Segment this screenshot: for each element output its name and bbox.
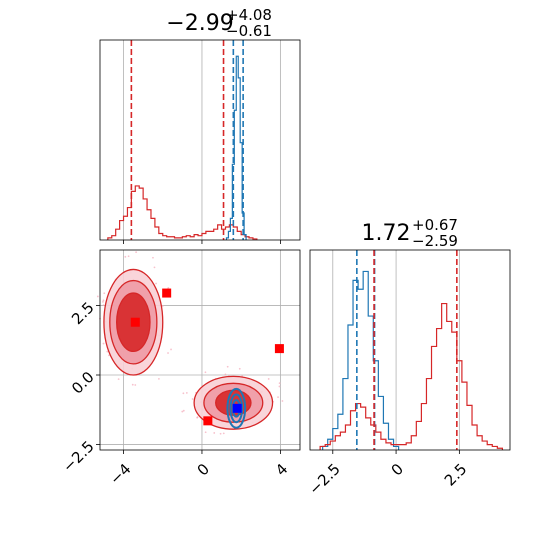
scatter-sample-point — [224, 373, 227, 376]
scatter-sample-point — [185, 392, 188, 394]
hist-x-frame — [99, 39, 301, 241]
hist-y-tick-label-x: 0 — [388, 460, 407, 479]
scatter-sample-point — [181, 410, 184, 413]
point-marker — [232, 403, 242, 413]
hist-y-series-1 — [319, 302, 504, 450]
title-x-minus: −0.61 — [226, 22, 272, 40]
hist-y-series-0 — [322, 270, 400, 450]
scatter-sample-point — [222, 432, 225, 435]
scatter-sample-point — [191, 398, 194, 400]
scatter-sample-point — [131, 383, 134, 386]
scatter-tick-label-x: 0 — [194, 460, 213, 479]
title-y-value: 1.72 — [362, 221, 411, 246]
scatter-sample-point — [278, 385, 281, 388]
scatter-sample-point — [127, 255, 130, 258]
scatter-sample-point — [117, 378, 120, 381]
scatter-sample-point — [167, 352, 169, 354]
scatter-sample-point — [152, 256, 154, 259]
scatter-sample-point — [103, 292, 106, 295]
point-marker — [203, 416, 213, 426]
title-x-value: −2.99 — [166, 11, 233, 36]
scatter-sample-point — [161, 305, 164, 307]
contour-level — [229, 393, 244, 424]
scatter-sample-point — [153, 266, 156, 269]
scatter-tick-label-y: 2.5 — [68, 298, 98, 328]
title-y-minus: −2.59 — [412, 232, 458, 250]
scatter-sample-point — [226, 365, 229, 368]
panel-hist-x: −2.99 +4.08 −0.61 — [99, 6, 301, 244]
scatter-sample-point — [281, 400, 284, 402]
hist-y-tick-label-x: −2.5 — [305, 460, 343, 498]
hist-y-tick-label-x: 2.5 — [441, 460, 471, 490]
scatter-tick-label-x: −4 — [106, 460, 134, 488]
scatter-sample-point — [238, 367, 241, 370]
scatter-sample-point — [182, 392, 185, 395]
panel-hist-y: 1.72 +0.67 −2.59 −2.5 0 2.5 — [305, 216, 511, 498]
scatter-sample-point — [106, 350, 109, 353]
point-marker — [162, 288, 172, 298]
scatter-sample-point — [213, 432, 216, 434]
title-x: −2.99 — [166, 11, 233, 36]
title-y-plus: +0.67 — [412, 216, 458, 234]
scatter-sample-point — [135, 251, 138, 254]
scatter-sample-point — [278, 382, 281, 385]
scatter-sample-point — [155, 282, 157, 285]
scatter-sample-point — [108, 354, 110, 357]
point-marker — [130, 317, 140, 327]
scatter-sample-point — [102, 342, 105, 345]
scatter-sample-point — [124, 255, 127, 258]
scatter-tick-label-y: 0.0 — [68, 368, 98, 398]
scatter-sample-point — [158, 377, 160, 380]
scatter-tick-label-x: 4 — [272, 460, 291, 479]
scatter-sample-point — [277, 396, 279, 399]
scatter-sample-point — [267, 378, 270, 380]
scatter-sample-point — [196, 416, 199, 419]
title-y: 1.72 — [362, 221, 411, 246]
scatter-tick-label-y: −2.5 — [59, 437, 97, 475]
scatter-sample-point — [102, 299, 105, 302]
scatter-sample-point — [134, 384, 137, 386]
scatter-frame — [99, 249, 301, 451]
scatter-sample-point — [96, 295, 99, 298]
scatter-sample-point — [204, 431, 207, 434]
scatter-sample-point — [102, 304, 105, 307]
scatter-sample-point — [102, 300, 104, 303]
scatter-sample-point — [219, 432, 222, 435]
scatter-sample-point — [182, 409, 185, 412]
scatter-sample-point — [170, 348, 172, 351]
scatter-sample-point — [167, 286, 170, 289]
title-x-plus: +4.08 — [226, 6, 272, 24]
point-marker — [274, 344, 284, 354]
panel-2d: −4 0 4 −2.5 0.0 2.5 — [59, 249, 301, 488]
hist-x-series-0 — [107, 185, 258, 240]
scatter-sample-point — [204, 371, 207, 374]
contour-level — [226, 387, 247, 429]
hist-y-frame — [309, 249, 511, 451]
